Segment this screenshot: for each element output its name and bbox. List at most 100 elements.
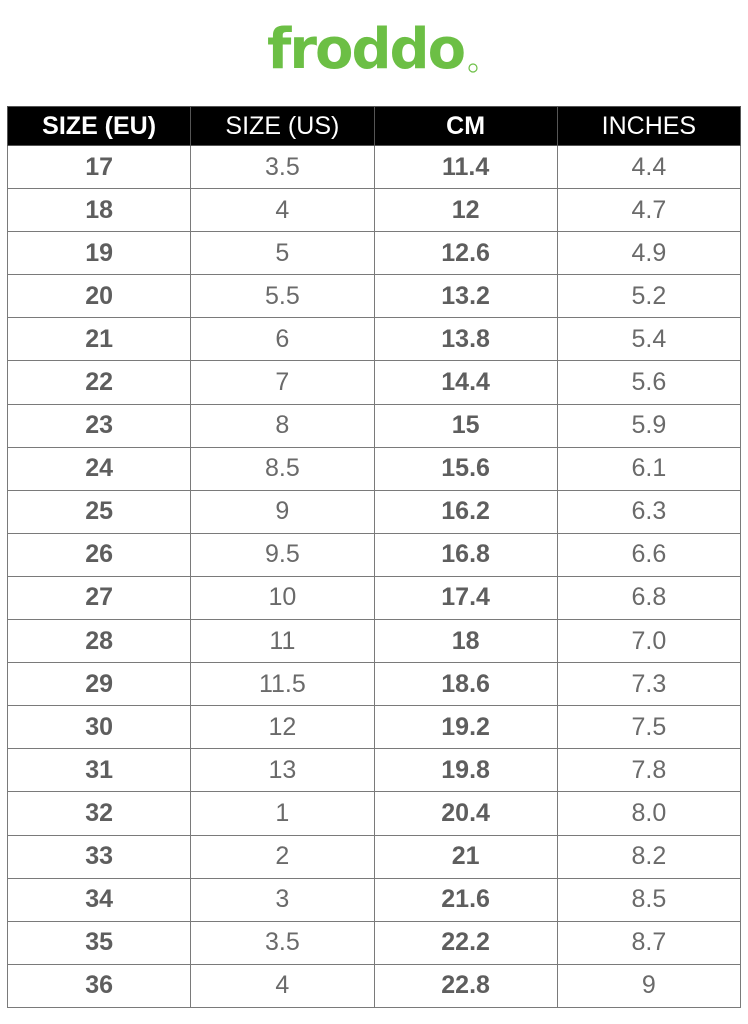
cell-size-eu: 23 [6, 403, 192, 448]
cell-size-us: 4 [190, 188, 375, 233]
cell-size-us: 2 [190, 834, 375, 879]
cell-size-us: 3.5 [190, 920, 375, 965]
logo-graphic: froddo [267, 18, 478, 76]
svg-text:froddo: froddo [267, 18, 465, 76]
table-row: 18 4 12 4.7 [6, 188, 742, 233]
table-row: 24 8.5 15.6 6.1 [6, 446, 742, 491]
cell-inches: 6.3 [556, 489, 742, 534]
cell-cm: 13.2 [373, 274, 558, 319]
cell-inches: 6.1 [556, 446, 742, 491]
cell-size-us: 13 [190, 748, 375, 793]
cell-cm: 11.4 [373, 144, 558, 190]
cell-inches: 7.8 [556, 748, 742, 793]
cell-size-us: 8.5 [190, 446, 375, 491]
cell-size-eu: 36 [6, 963, 192, 1008]
cell-size-us: 9 [190, 489, 375, 534]
cell-size-eu: 20 [6, 274, 192, 319]
cell-size-us: 12 [190, 705, 375, 750]
cell-inches: 9 [556, 963, 742, 1008]
cell-cm: 22.8 [373, 963, 558, 1008]
cell-inches: 7.3 [556, 662, 742, 707]
cell-inches: 5.4 [556, 317, 742, 362]
cell-size-us: 4 [190, 963, 375, 1008]
cell-cm: 19.8 [373, 748, 558, 793]
cell-cm: 15 [373, 403, 558, 448]
cell-cm: 13.8 [373, 317, 558, 362]
cell-size-eu: 28 [6, 619, 192, 664]
cell-size-us: 3 [190, 877, 375, 922]
cell-size-us: 5 [190, 231, 375, 276]
cell-cm: 16.8 [373, 532, 558, 577]
cell-size-eu: 21 [6, 317, 192, 362]
table-row: 20 5.5 13.2 5.2 [6, 274, 742, 319]
cell-inches: 6.8 [556, 575, 742, 621]
cell-inches: 7.5 [556, 705, 742, 750]
table-row: 31 13 19.8 7.8 [6, 748, 742, 793]
table-row: 30 12 19.2 7.5 [6, 705, 742, 750]
cell-cm: 18 [373, 619, 558, 664]
cell-size-us: 11 [190, 619, 375, 664]
cell-inches: 4.9 [556, 231, 742, 276]
table-row: 23 8 15 5.9 [6, 403, 742, 448]
table-row: 32 1 20.4 8.0 [6, 791, 742, 836]
cell-size-eu: 32 [6, 791, 192, 836]
cell-inches: 5.9 [556, 403, 742, 448]
cell-size-us: 1 [190, 791, 375, 836]
cell-cm: 15.6 [373, 446, 558, 491]
cell-size-eu: 35 [6, 920, 192, 965]
cell-size-eu: 29 [6, 662, 192, 707]
cell-size-us: 5.5 [190, 274, 375, 319]
cell-size-us: 10 [190, 575, 375, 621]
table-row: 35 3.5 22.2 8.7 [6, 920, 742, 965]
cell-cm: 19.2 [373, 705, 558, 750]
cell-inches: 5.2 [556, 274, 742, 319]
table-row: 22 7 14.4 5.6 [6, 360, 742, 405]
cell-size-eu: 31 [6, 748, 192, 793]
table-row: 17 3.5 11.4 4.4 [6, 144, 742, 190]
table-row: 34 3 21.6 8.5 [6, 877, 742, 922]
cell-size-eu: 33 [6, 834, 192, 879]
cell-size-eu: 30 [6, 705, 192, 750]
cell-inches: 7.0 [556, 619, 742, 664]
table-row: 26 9.5 16.8 6.6 [6, 532, 742, 577]
header-size-us: SIZE (US) [190, 106, 375, 146]
cell-inches: 8.7 [556, 920, 742, 965]
cell-cm: 21 [373, 834, 558, 879]
cell-size-eu: 19 [6, 231, 192, 276]
table-row: 28 11 18 7.0 [6, 619, 742, 664]
table-row: 36 4 22.8 9 [6, 963, 742, 1008]
table-header-row: SIZE (EU) SIZE (US) CM INCHES [6, 106, 742, 146]
cell-inches: 8.0 [556, 791, 742, 836]
cell-cm: 12.6 [373, 231, 558, 276]
cell-size-us: 8 [190, 403, 375, 448]
table-row: 19 5 12.6 4.9 [6, 231, 742, 276]
cell-inches: 4.7 [556, 188, 742, 233]
cell-size-eu: 27 [6, 575, 192, 621]
froddo-logo: froddo [0, 18, 748, 81]
table-row: 33 2 21 8.2 [6, 834, 742, 879]
cell-cm: 18.6 [373, 662, 558, 707]
header-cm: CM [373, 106, 558, 146]
cell-size-us: 7 [190, 360, 375, 405]
cell-cm: 17.4 [373, 575, 558, 621]
table-row: 29 11.5 18.6 7.3 [6, 662, 742, 707]
cell-size-eu: 34 [6, 877, 192, 922]
cell-size-eu: 24 [6, 446, 192, 491]
cell-size-us: 11.5 [190, 662, 375, 707]
cell-inches: 8.2 [556, 834, 742, 879]
cell-size-eu: 18 [6, 188, 192, 233]
cell-cm: 21.6 [373, 877, 558, 922]
cell-cm: 20.4 [373, 791, 558, 836]
header-size-eu: SIZE (EU) [6, 106, 192, 146]
cell-inches: 6.6 [556, 532, 742, 577]
cell-size-eu: 25 [6, 489, 192, 534]
header-inches: INCHES [556, 106, 742, 146]
table-row: 27 10 17.4 6.8 [6, 575, 742, 621]
cell-inches: 5.6 [556, 360, 742, 405]
cell-cm: 14.4 [373, 360, 558, 405]
size-chart-table: SIZE (EU) SIZE (US) CM INCHES 17 3.5 11.4 4… [6, 106, 742, 1008]
cell-size-us: 3.5 [190, 144, 375, 190]
cell-cm: 12 [373, 188, 558, 233]
table-row: 25 9 16.2 6.3 [6, 489, 742, 534]
cell-size-eu: 22 [6, 360, 192, 405]
